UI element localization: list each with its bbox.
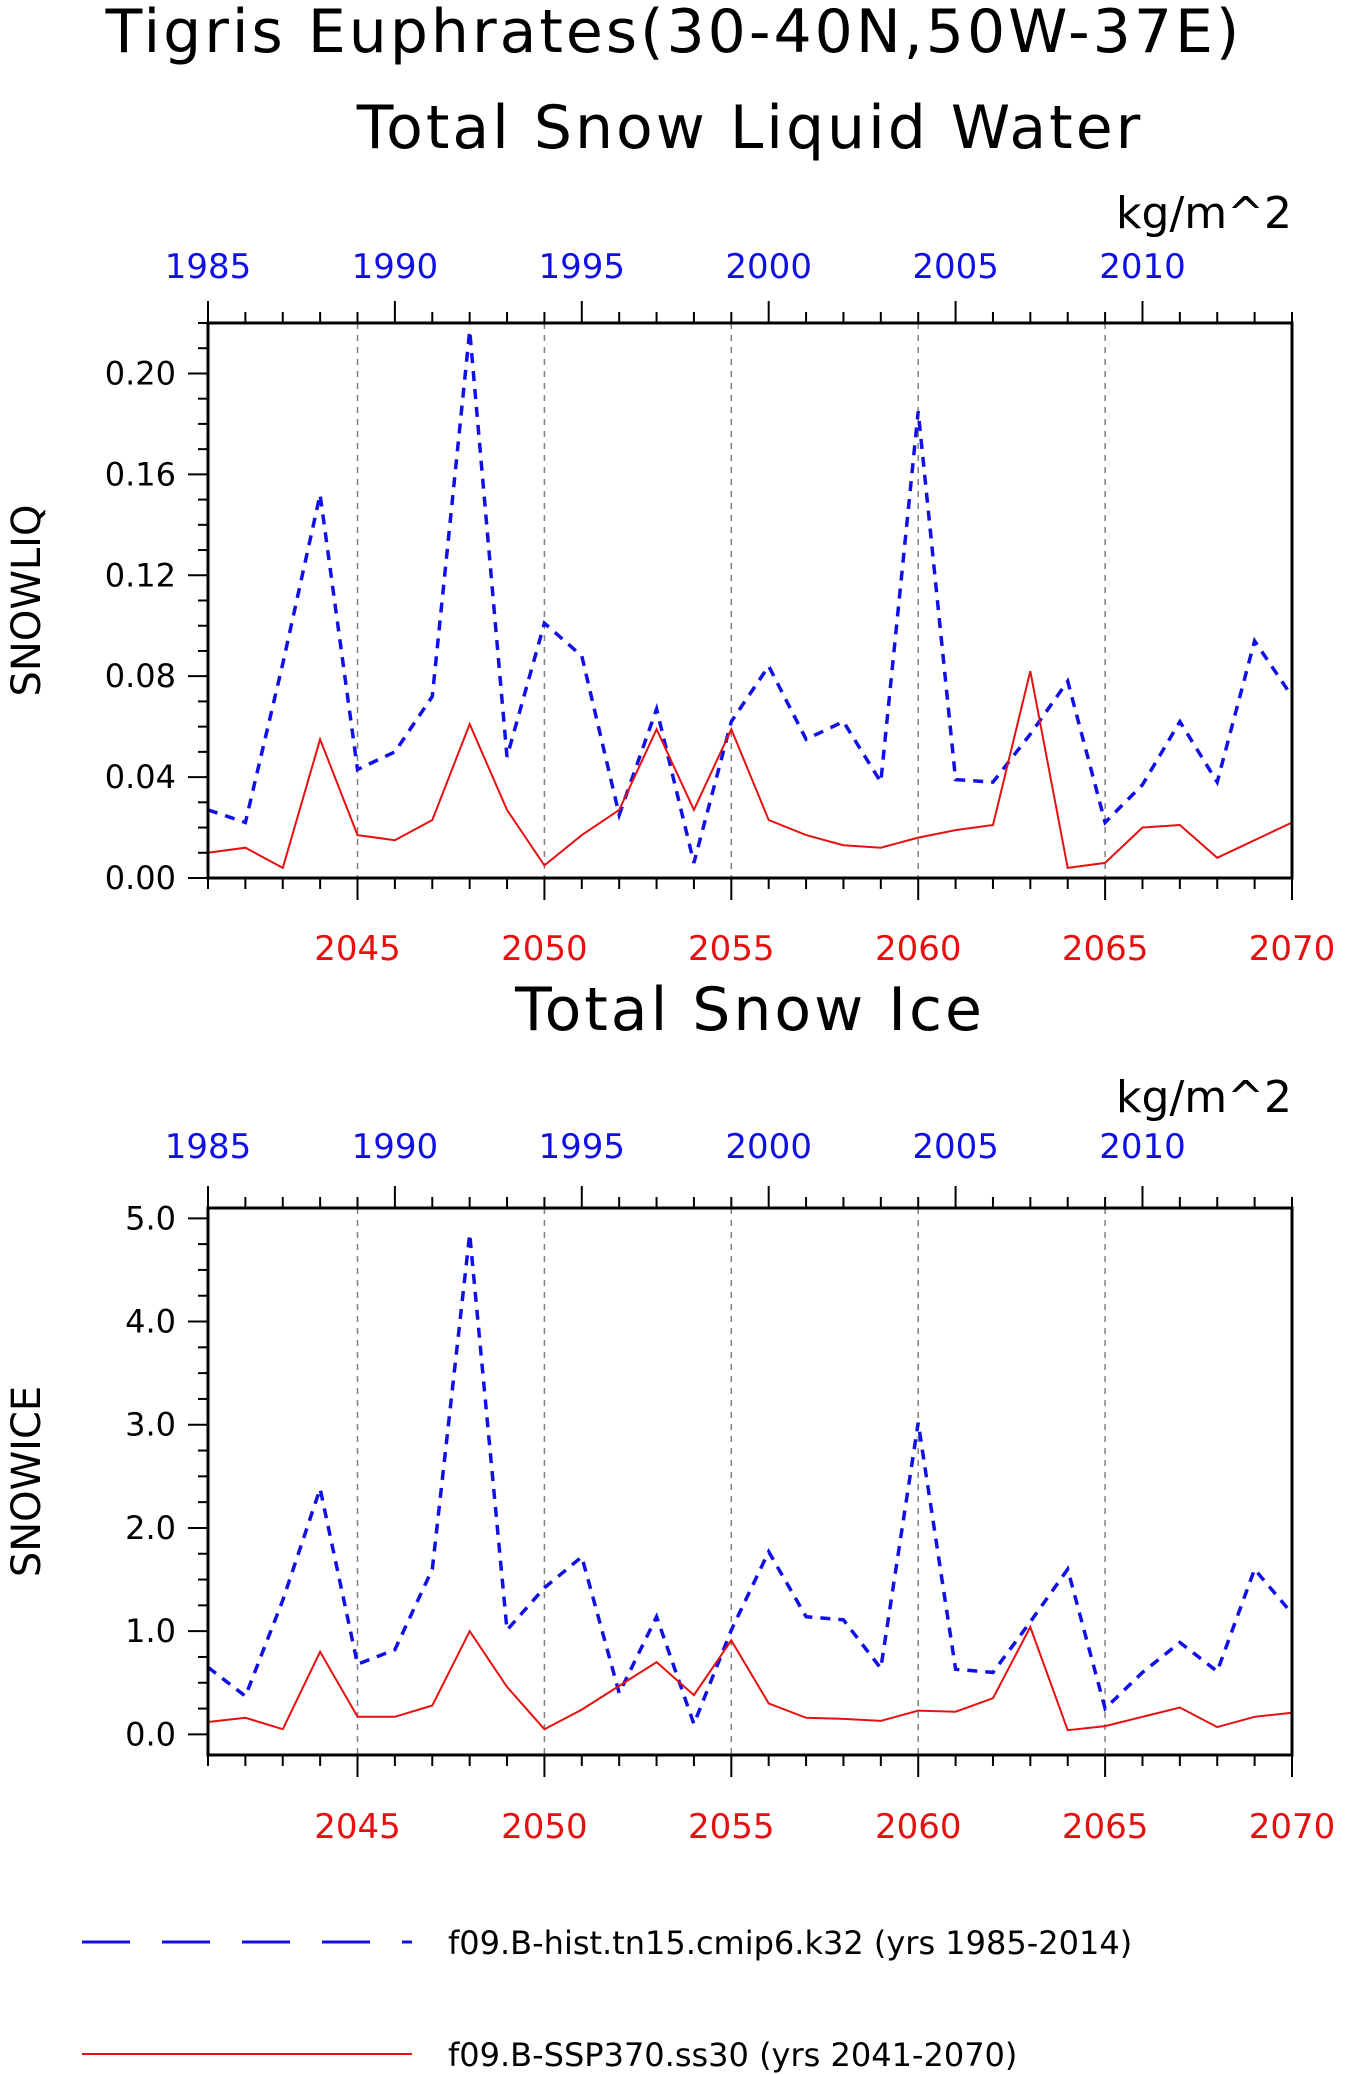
- legend: f09.B-hist.tn15.cmip6.k32 (yrs 1985-2014…: [82, 1924, 1132, 2074]
- plot-frame: [206, 321, 1294, 880]
- y-tick-label: 4.0: [125, 1303, 176, 1341]
- x-top-tick-label: 1995: [539, 247, 626, 287]
- series-line-hist: [207, 330, 1294, 864]
- figure-title-line1: Tigris Euphrates(30-40N,50W-37E): [105, 0, 1243, 67]
- x-top-tick-label: 2000: [725, 1127, 812, 1167]
- x-bottom-tick-label: 2070: [1249, 929, 1336, 969]
- series-line-hist: [206, 1233, 1294, 1730]
- y-tick-label: 0.0: [125, 1715, 176, 1753]
- x-top-tick-label: 1990: [352, 247, 439, 287]
- y-axis-label: SNOWLIQ: [4, 505, 50, 697]
- x-bottom-tick-label: 2065: [1062, 929, 1149, 969]
- x-bottom-tick-label: 2060: [875, 1807, 962, 1847]
- y-tick-label: 0.00: [105, 859, 176, 897]
- y-tick-label: 0.04: [105, 758, 176, 796]
- panel1-title: Total Snow Liquid Water: [356, 93, 1144, 163]
- series-line-ssp370: [207, 1624, 1293, 1732]
- x-top-tick-label: 2000: [725, 247, 812, 287]
- x-bottom-tick-label: 2060: [875, 929, 962, 969]
- x-bottom-tick-label: 2050: [501, 1807, 588, 1847]
- y-tick-label: 5.0: [125, 1199, 176, 1237]
- x-bottom-tick-label: 2045: [314, 929, 401, 969]
- y-tick-label: 0.20: [105, 354, 176, 392]
- units-label: kg/m^2: [1116, 188, 1292, 239]
- x-top-tick-label: 2005: [912, 247, 999, 287]
- panel2-title: Total Snow Ice: [514, 975, 985, 1045]
- y-axis-label: SNOWICE: [4, 1386, 50, 1577]
- x-top-tick-label: 2010: [1099, 1127, 1186, 1167]
- snowice-panel: 0.0 1.0 2.0 3.0 4.0 5.0 SNOWICE 2045 2050 2055 206…: [4, 1072, 1335, 1847]
- x-bottom-tick-label: 2065: [1062, 1807, 1149, 1847]
- x-bottom-tick-label: 2070: [1249, 1807, 1336, 1847]
- x-bottom-tick-label: 2055: [688, 929, 775, 969]
- snowliq-panel: 0.00 0.04 0.08 0.12 0.16 0.20 SNOWLIQ 2045 2050 2…: [4, 188, 1335, 969]
- x-bottom-tick-label: 2045: [314, 1807, 401, 1847]
- units-label: kg/m^2: [1116, 1072, 1292, 1123]
- x-top-tick-label: 2010: [1099, 247, 1186, 287]
- x-bottom-tick-label: 2055: [688, 1807, 775, 1847]
- y-tick-label: 1.0: [125, 1612, 176, 1650]
- y-tick-label: 0.08: [105, 657, 176, 695]
- y-tick-label: 0.12: [105, 556, 176, 594]
- x-top-tick-label: 1985: [165, 247, 252, 287]
- x-top-tick-label: 1985: [165, 1127, 252, 1167]
- series-line-ssp370: [207, 670, 1293, 870]
- plot-frame: [206, 1206, 1294, 1757]
- legend-label-ssp370: f09.B-SSP370.ss30 (yrs 2041-2070): [448, 2036, 1017, 2074]
- legend-label-hist: f09.B-hist.tn15.cmip6.k32 (yrs 1985-2014…: [448, 1924, 1132, 1962]
- y-tick-label: 3.0: [125, 1406, 176, 1444]
- y-tick-label: 0.16: [105, 455, 176, 493]
- x-top-tick-label: 1990: [352, 1127, 439, 1167]
- x-bottom-tick-label: 2050: [501, 929, 588, 969]
- x-top-tick-label: 1995: [539, 1127, 626, 1167]
- y-tick-label: 2.0: [125, 1509, 176, 1547]
- x-top-tick-label: 2005: [912, 1127, 999, 1167]
